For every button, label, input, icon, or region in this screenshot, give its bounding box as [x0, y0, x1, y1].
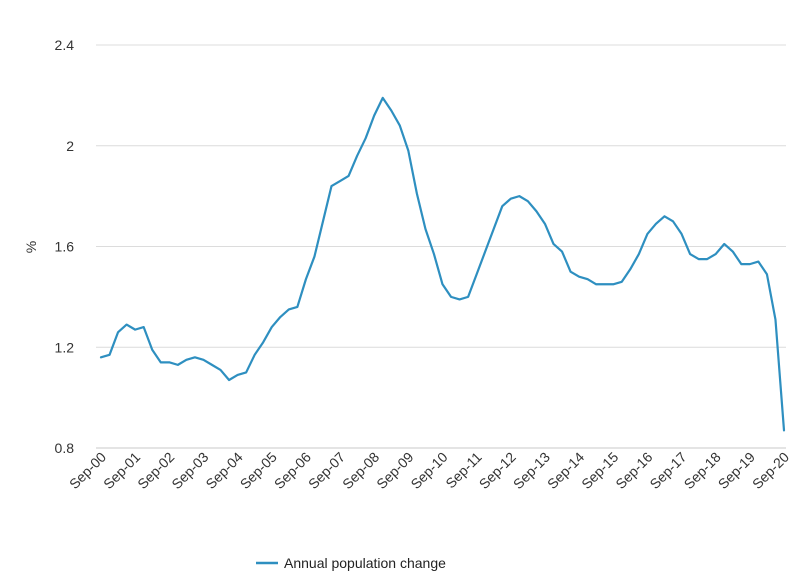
y-tick-label: 0.8 — [55, 440, 75, 456]
series-group — [99, 96, 786, 432]
x-tick-label: Sep-17 — [646, 449, 689, 492]
x-tick-label: Sep-08 — [339, 449, 382, 492]
x-tick-label: Sep-14 — [544, 449, 587, 492]
legend: Annual population change — [256, 555, 446, 571]
y-tick-label: 2.4 — [55, 37, 75, 53]
x-tick-label: Sep-01 — [100, 449, 143, 492]
x-tick-label: Sep-04 — [202, 449, 245, 492]
y-axis-label: % — [23, 241, 39, 253]
x-tick-label: Sep-03 — [168, 449, 211, 492]
x-tick-label: Sep-18 — [681, 449, 724, 492]
x-axis: Sep-00Sep-01Sep-02Sep-03Sep-04Sep-05Sep-… — [66, 449, 792, 492]
x-tick-label: Sep-10 — [407, 449, 450, 492]
x-tick-label: Sep-15 — [578, 449, 621, 492]
x-tick-label: Sep-16 — [612, 449, 655, 492]
y-tick-label: 2 — [66, 138, 74, 154]
x-tick-label: Sep-13 — [510, 449, 553, 492]
x-tick-label: Sep-09 — [373, 449, 416, 492]
series-line-annual-population-change — [99, 96, 786, 432]
gridlines — [96, 44, 786, 449]
x-tick-label: Sep-02 — [134, 449, 177, 492]
x-tick-label: Sep-05 — [237, 449, 280, 492]
x-tick-label: Sep-19 — [715, 449, 758, 492]
y-axis: 0.8 1.2 1.6 2 2.4 — [55, 37, 75, 456]
x-tick-label: Sep-12 — [476, 449, 519, 492]
x-tick-label: Sep-20 — [749, 449, 792, 492]
x-tick-label: Sep-06 — [271, 449, 314, 492]
y-tick-label: 1.2 — [55, 339, 75, 355]
x-tick-label: Sep-07 — [305, 449, 348, 492]
y-tick-label: 1.6 — [55, 239, 75, 255]
legend-label: Annual population change — [284, 555, 446, 571]
